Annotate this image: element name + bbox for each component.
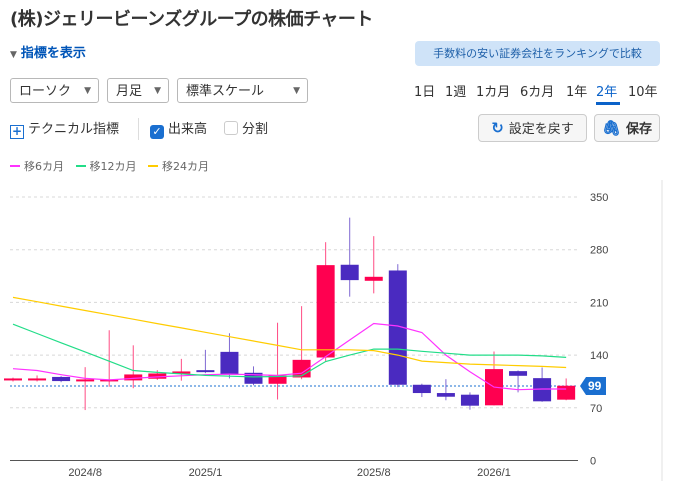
reset-settings-button[interactable]: ↻ 設定を戻す bbox=[478, 114, 587, 142]
candle-body bbox=[364, 276, 383, 281]
checkmark-icon: ✓ bbox=[150, 125, 164, 139]
candle-body bbox=[220, 351, 239, 375]
chart-type-value: ローソク bbox=[19, 84, 72, 99]
candle-body bbox=[196, 370, 215, 373]
x-tick-label: 2025/1 bbox=[189, 467, 223, 479]
current-price-badge bbox=[580, 376, 606, 395]
interval-value: 月足 bbox=[116, 84, 143, 99]
price-chart[interactable]: 0 70 140 210 280 350 2024/8 2025/1 2025/8 2026/1 9… bbox=[0, 180, 673, 481]
y-tick-label: 140 bbox=[590, 350, 608, 362]
legend-swatch bbox=[148, 165, 158, 167]
moving-average-ma6 bbox=[12, 322, 567, 391]
candle-body bbox=[557, 385, 576, 400]
interval-select[interactable]: 月足 ▼ bbox=[107, 78, 169, 103]
technical-label: テクニカル指標 bbox=[28, 122, 120, 137]
show-indicators-label: 指標を表示 bbox=[20, 46, 86, 61]
legend-swatch bbox=[75, 165, 86, 167]
plus-box-icon: + bbox=[10, 124, 24, 139]
candle-body bbox=[340, 264, 359, 281]
y-tick-label: 350 bbox=[590, 192, 608, 204]
legend-label: 移12カ月 bbox=[89, 160, 137, 173]
current-price-label: 99 bbox=[588, 379, 602, 393]
split-label: 分割 bbox=[242, 122, 269, 137]
period-tab-1y[interactable]: 1年 bbox=[566, 85, 588, 100]
x-tick-label: 2026/1 bbox=[477, 467, 511, 479]
candle-body bbox=[268, 375, 287, 384]
divider bbox=[138, 118, 139, 140]
moving-average-ma24 bbox=[12, 296, 567, 369]
active-period-underline bbox=[596, 102, 620, 105]
candle-body bbox=[412, 384, 431, 394]
candle-body bbox=[509, 371, 528, 376]
chevron-down-icon: ▼ bbox=[293, 86, 300, 96]
candle-body bbox=[316, 265, 335, 358]
candle-body bbox=[460, 394, 479, 406]
broker-ranking-link[interactable]: 手数料の安い証券会社をランキングで比較 bbox=[415, 41, 660, 66]
x-tick-label: 2024/8 bbox=[68, 467, 102, 479]
candle-body bbox=[76, 379, 95, 382]
scale-select[interactable]: 標準スケール ▼ bbox=[177, 78, 308, 103]
y-tick-label: 280 bbox=[590, 245, 608, 257]
reset-label: 設定を戻す bbox=[508, 122, 574, 137]
page-title: (株)ジェリービーンズグループの株価チャート bbox=[10, 9, 373, 30]
triangle-down-icon: ▼ bbox=[10, 50, 17, 60]
chart-legend: 移6カ月 移12カ月 移24カ月 bbox=[10, 158, 217, 174]
candle-body bbox=[172, 371, 191, 374]
empty-checkbox-icon bbox=[224, 121, 238, 135]
period-tab-1m[interactable]: 1カ月 bbox=[476, 85, 511, 100]
volume-checkbox[interactable]: ✓ 出来高 bbox=[150, 118, 207, 139]
legend-ma6: 移6カ月 bbox=[10, 160, 64, 173]
candle-body bbox=[52, 376, 71, 382]
save-label: 保存 bbox=[626, 122, 653, 137]
candle-body bbox=[533, 378, 552, 402]
period-tab-6m[interactable]: 6カ月 bbox=[520, 85, 555, 100]
period-tab-2y[interactable]: 2年 bbox=[596, 85, 618, 100]
moving-average-ma12 bbox=[12, 323, 567, 378]
y-tick-label: 0 bbox=[590, 456, 596, 468]
period-tab-10y[interactable]: 10年 bbox=[628, 85, 658, 100]
chevron-down-icon: ▼ bbox=[84, 86, 91, 96]
x-tick-label: 2025/8 bbox=[357, 467, 391, 479]
legend-label: 移6カ月 bbox=[24, 160, 64, 173]
legend-swatch bbox=[10, 165, 20, 167]
legend-ma12: 移12カ月 bbox=[75, 160, 137, 173]
candle-body bbox=[244, 372, 263, 384]
split-checkbox[interactable]: 分割 bbox=[224, 118, 268, 137]
candle-body bbox=[124, 374, 143, 381]
show-indicators-toggle[interactable]: ▼ 指標を表示 bbox=[10, 42, 86, 61]
volume-label: 出来高 bbox=[168, 122, 208, 137]
period-tab-1w[interactable]: 1週 bbox=[445, 85, 467, 100]
scale-value: 標準スケール bbox=[186, 84, 265, 99]
y-tick-label: 210 bbox=[590, 297, 608, 309]
legend-ma24: 移24カ月 bbox=[148, 160, 209, 173]
period-tab-1d[interactable]: 1日 bbox=[414, 85, 436, 100]
save-button[interactable]: 🖇 保存 bbox=[594, 114, 660, 142]
candle-body bbox=[4, 378, 22, 381]
candle-body bbox=[436, 393, 455, 397]
chart-type-select[interactable]: ローソク ▼ bbox=[10, 78, 99, 103]
technical-indicator-button[interactable]: + テクニカル指標 bbox=[10, 118, 119, 139]
paperclip-icon: 🖇 bbox=[601, 119, 622, 137]
candle-body bbox=[148, 373, 167, 379]
legend-label: 移24カ月 bbox=[162, 160, 209, 173]
chevron-down-icon: ▼ bbox=[154, 86, 161, 96]
candle-body bbox=[28, 378, 47, 381]
y-tick-label: 70 bbox=[590, 403, 602, 415]
refresh-icon: ↻ bbox=[491, 119, 504, 137]
